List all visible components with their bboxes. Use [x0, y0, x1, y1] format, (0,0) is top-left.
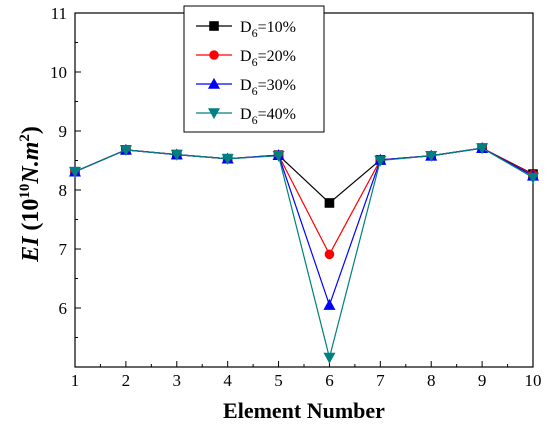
data-point — [119, 145, 132, 157]
legend-label: D6=20% — [240, 48, 296, 69]
data-point — [476, 143, 489, 155]
legend-label: D6=10% — [240, 19, 296, 40]
legend-label: D6=30% — [240, 77, 296, 98]
data-point — [526, 172, 540, 184]
x-tick-label: 7 — [376, 371, 385, 390]
legend-marker — [207, 108, 221, 120]
series-4 — [68, 143, 540, 364]
data-point — [221, 153, 234, 165]
data-point — [272, 150, 285, 162]
y-axis-title-exponent: 10 — [17, 184, 33, 199]
legend-marker — [209, 21, 219, 31]
x-tick-label: 9 — [478, 371, 487, 390]
y-tick-label: 9 — [59, 122, 68, 141]
data-point — [68, 166, 82, 178]
series-2 — [70, 143, 538, 260]
x-tick-label: 6 — [325, 371, 334, 390]
legend-box — [183, 5, 325, 133]
x-tick-label: 8 — [427, 371, 436, 390]
series-3 — [68, 141, 540, 310]
series-line — [74, 147, 534, 307]
series-line — [74, 147, 534, 358]
y-tick-label: 6 — [59, 299, 68, 318]
series-line — [74, 147, 534, 256]
y-tick-label: 8 — [59, 181, 68, 200]
x-tick-label: 3 — [173, 371, 182, 390]
x-tick-label: 5 — [274, 371, 283, 390]
x-tick-label: 1 — [71, 371, 80, 390]
x-tick-label: 4 — [223, 371, 232, 390]
y-tick-label: 10 — [50, 63, 67, 82]
y-tick-label: 11 — [51, 4, 67, 23]
y-axis-title: EI (1010N.m2) — [17, 126, 44, 263]
series-layer — [68, 141, 540, 364]
data-point — [323, 352, 336, 364]
y-axis-title-paren-close: ) — [18, 126, 44, 134]
legend-item: D6=10% — [196, 19, 296, 40]
legend-item: D6=40% — [196, 106, 296, 127]
data-point — [374, 155, 387, 167]
data-point — [324, 249, 335, 260]
legend-item: D6=30% — [196, 77, 296, 98]
x-tick-label: 2 — [122, 371, 131, 390]
data-point — [323, 298, 336, 310]
data-point — [425, 150, 438, 162]
legend-marker — [207, 77, 221, 89]
series-line — [74, 147, 534, 204]
y-axis-title-main: EI — [18, 235, 44, 263]
data-point — [324, 198, 335, 208]
y-axis-title-paren-open: (10 — [18, 199, 44, 237]
legend-item: D6=20% — [196, 48, 296, 69]
y-axis-title-unit-exponent: 2 — [17, 134, 33, 142]
x-tick-label: 10 — [525, 371, 542, 390]
legend-marker — [209, 50, 219, 60]
series-1 — [70, 143, 538, 208]
y-tick-label: 7 — [59, 240, 68, 259]
y-axis-title-unit: N.m — [18, 142, 44, 185]
legend-label: D6=40% — [240, 106, 296, 127]
data-point — [170, 149, 183, 161]
legend: D6=10% D6=20% D6=30% D6=40% — [183, 5, 325, 133]
x-axis-title: Element Number — [223, 398, 385, 423]
